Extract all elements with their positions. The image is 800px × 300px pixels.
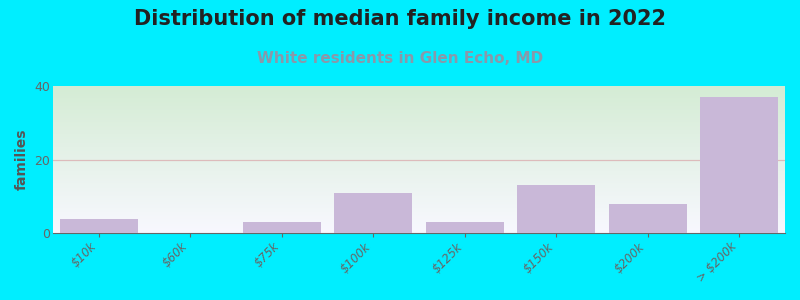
Y-axis label: families: families <box>15 129 29 190</box>
Text: White residents in Glen Echo, MD: White residents in Glen Echo, MD <box>257 51 543 66</box>
Bar <box>60 218 138 233</box>
Bar <box>609 204 686 233</box>
Bar <box>334 193 412 233</box>
Bar <box>518 185 595 233</box>
Text: Distribution of median family income in 2022: Distribution of median family income in … <box>134 9 666 29</box>
Bar <box>243 222 321 233</box>
Bar <box>700 97 778 233</box>
Bar <box>426 222 504 233</box>
